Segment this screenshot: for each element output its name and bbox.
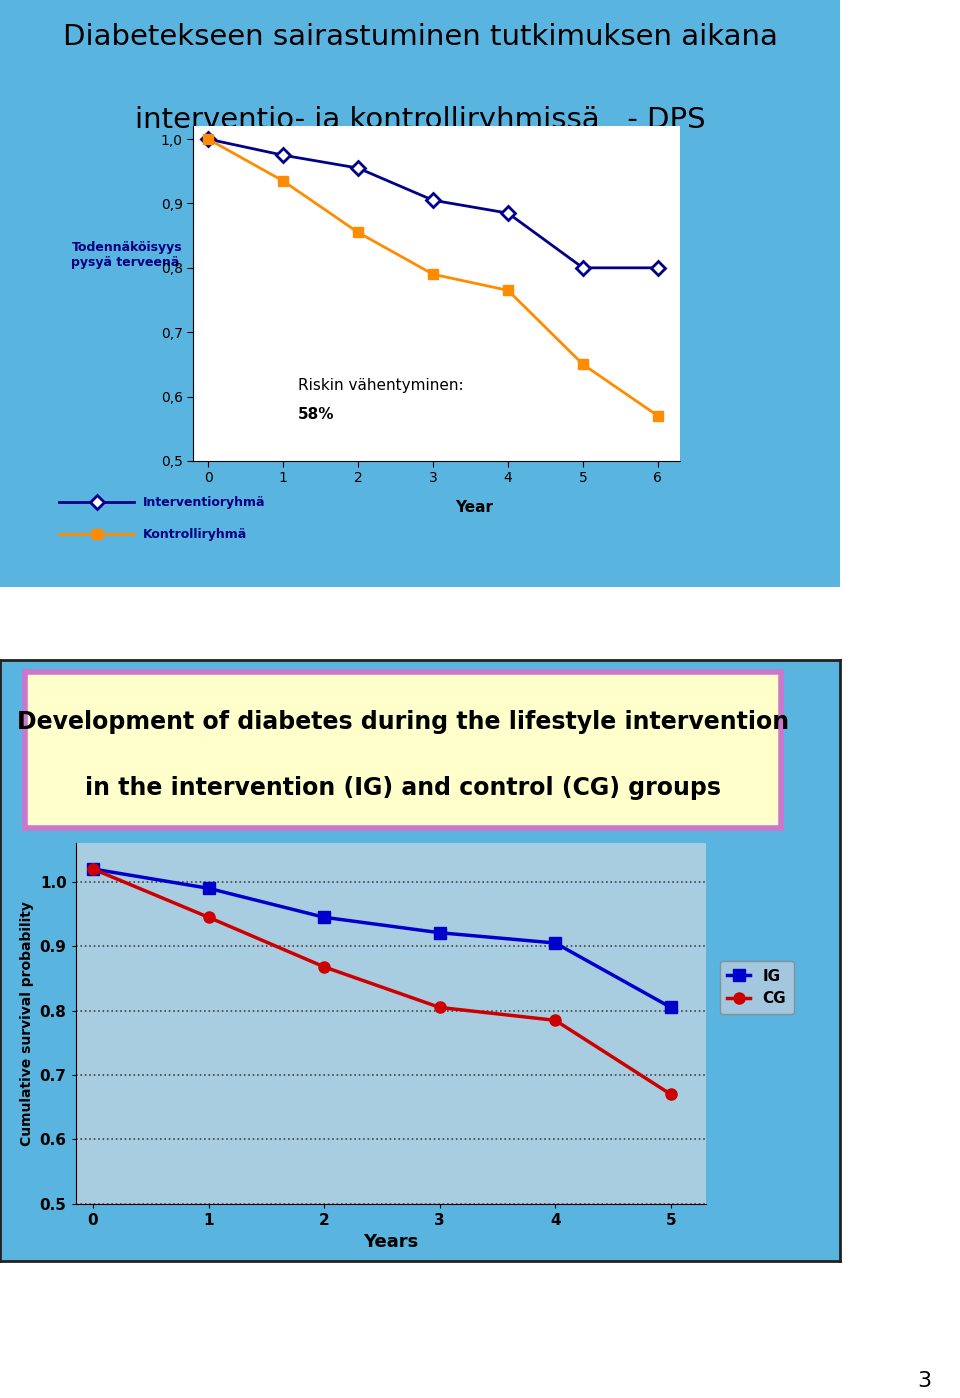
- Text: Interventioryhmä: Interventioryhmä: [143, 495, 265, 509]
- Text: in the intervention (IG) and control (CG) groups: in the intervention (IG) and control (CG…: [85, 776, 721, 800]
- Legend: IG, CG: IG, CG: [720, 960, 794, 1014]
- Text: Kontrolliryhmä: Kontrolliryhmä: [143, 528, 247, 541]
- Text: Year: Year: [456, 500, 493, 516]
- Text: Riskin vähentyminen:: Riskin vähentyminen:: [299, 379, 464, 393]
- Text: Development of diabetes during the lifestyle intervention: Development of diabetes during the lifes…: [17, 710, 789, 734]
- Text: 3: 3: [917, 1371, 931, 1391]
- Text: interventio- ja kontrolliryhmissä   - DPS: interventio- ja kontrolliryhmissä - DPS: [134, 106, 706, 134]
- X-axis label: Years: Years: [363, 1233, 419, 1251]
- Text: Diabetekseen sairastuminen tutkimuksen aikana: Diabetekseen sairastuminen tutkimuksen a…: [62, 24, 778, 52]
- Text: Todennäköisyys
pysyä terveenä: Todennäköisyys pysyä terveenä: [71, 242, 182, 270]
- Text: 58%: 58%: [299, 407, 335, 422]
- Y-axis label: Cumulative survival probability: Cumulative survival probability: [20, 902, 34, 1146]
